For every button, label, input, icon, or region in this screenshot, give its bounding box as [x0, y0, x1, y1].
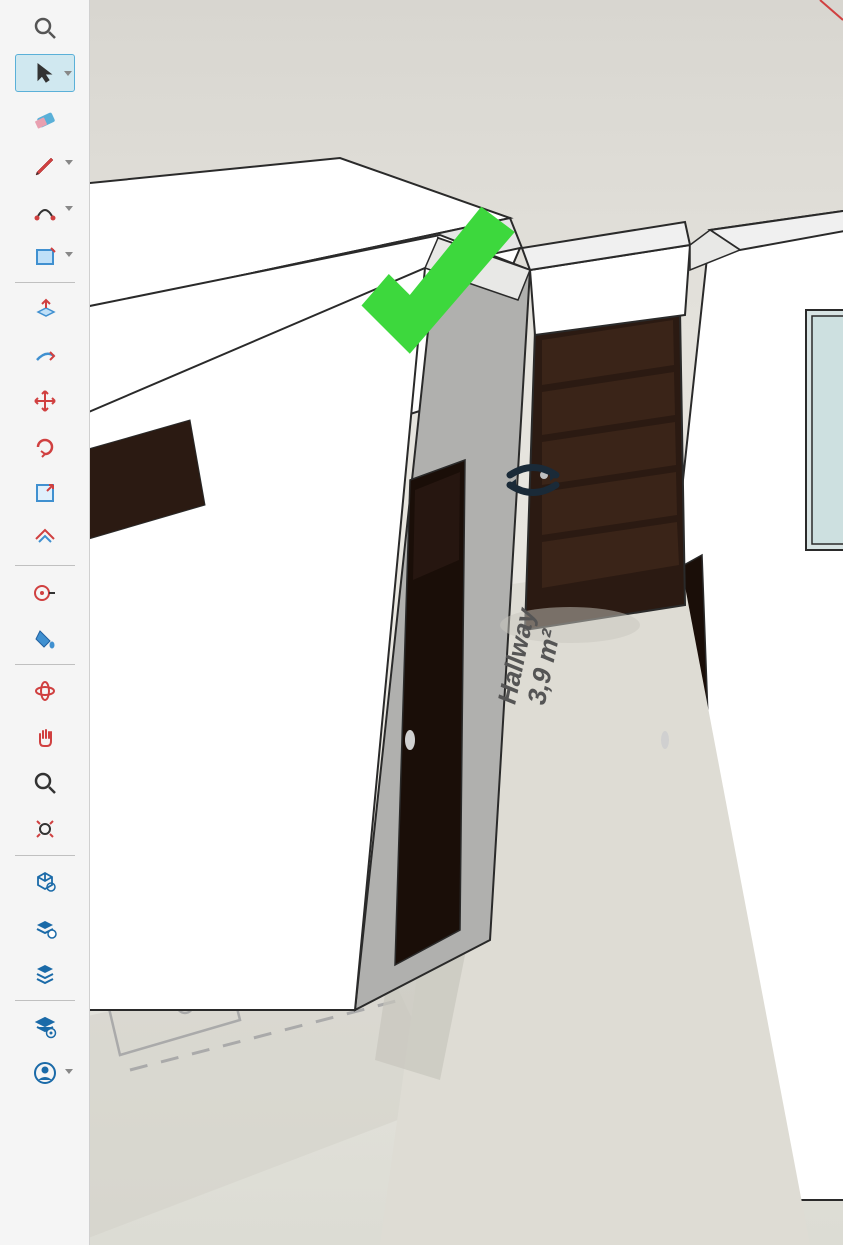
viewport-3d[interactable]: Hallway 3,9 m² — [90, 0, 843, 1245]
paint-bucket-tool[interactable] — [20, 618, 70, 658]
outliner-tool[interactable] — [20, 862, 70, 902]
scenes-settings-tool[interactable] — [20, 1007, 70, 1047]
pan-tool[interactable] — [20, 717, 70, 757]
zoom-tool[interactable] — [20, 763, 70, 803]
scale-tool[interactable] — [20, 473, 70, 513]
move-tool[interactable] — [20, 381, 70, 421]
toolbar-divider — [15, 664, 75, 665]
follow-me-tool[interactable] — [20, 335, 70, 375]
rotate-tool[interactable] — [20, 427, 70, 467]
zoom-extents-tool[interactable] — [20, 809, 70, 849]
toolbar-divider — [15, 565, 75, 566]
rectangle-tool[interactable] — [15, 236, 75, 276]
main-toolbar — [0, 0, 90, 1245]
profile-tool[interactable] — [15, 1053, 75, 1093]
scene-render — [90, 0, 843, 1245]
tags-tool[interactable] — [20, 954, 70, 994]
tape-tool[interactable] — [20, 572, 70, 612]
eraser-tool[interactable] — [20, 98, 70, 138]
pencil-tool[interactable] — [15, 144, 75, 184]
search-tool[interactable] — [20, 8, 70, 48]
arc-tool[interactable] — [15, 190, 75, 230]
orbit-tool[interactable] — [20, 671, 70, 711]
toolbar-divider — [15, 282, 75, 283]
offset-tool[interactable] — [20, 519, 70, 559]
select-tool[interactable] — [15, 54, 75, 92]
toolbar-divider — [15, 1000, 75, 1001]
toolbar-divider — [15, 855, 75, 856]
layers-tool[interactable] — [20, 908, 70, 948]
push-pull-tool[interactable] — [20, 289, 70, 329]
